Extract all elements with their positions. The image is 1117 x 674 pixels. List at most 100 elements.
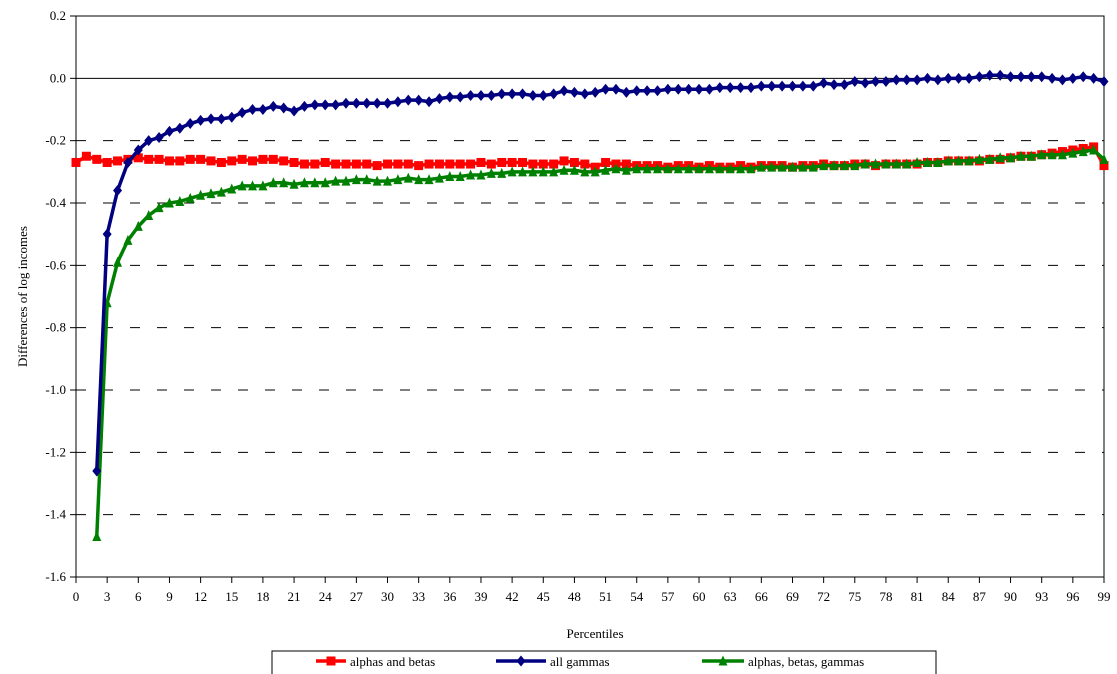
data-point [258,180,268,191]
gridlines [70,15,1105,583]
x-tick-label: 69 [786,589,799,604]
data-point [434,159,444,169]
data-point [652,163,662,174]
data-point [725,163,735,174]
data-point [414,161,424,171]
data-point [81,151,91,161]
data-point [1026,150,1036,161]
x-tick-label: 24 [319,589,333,604]
y-tick-label: -0.6 [45,257,66,272]
data-point [590,166,600,177]
data-point [1037,149,1047,160]
data-point [652,85,662,97]
data-point [113,185,123,197]
data-point [590,86,600,98]
data-point [237,154,247,164]
x-tick-label: 63 [724,589,737,604]
data-point [268,154,278,164]
data-point [154,202,164,213]
data-point [632,85,642,97]
data-point [486,159,496,169]
x-tick-label: 99 [1098,589,1111,604]
legend-label: all gammas [550,654,610,669]
data-point [383,97,393,109]
y-tick-label: -0.8 [45,320,66,335]
data-point [175,195,185,206]
data-point [310,159,320,169]
data-point [819,77,829,89]
x-axis-tick-labels: 0 3 6 9 12 15 18 21 24 27 30 33 36 39 42 45 48 51 54 57 60 63… [73,589,1111,604]
x-tick-label: 87 [973,589,987,604]
data-point [860,77,870,89]
data-point [341,159,351,169]
data-point [528,159,538,169]
data-point [518,88,528,100]
data-point [684,83,694,95]
data-point [673,83,683,95]
data-point [995,152,1005,163]
data-point [164,197,174,208]
data-point [601,157,611,167]
data-point [1099,161,1109,171]
data-point [1057,74,1067,86]
x-tick-label: 57 [661,589,675,604]
data-point [964,72,974,84]
data-point [341,97,351,109]
data-point [860,158,870,169]
data-point [455,159,465,169]
legend-box [271,650,937,674]
data-point [320,157,330,167]
data-point [237,180,247,191]
data-point [486,167,496,178]
plot-area-border [75,15,1105,578]
data-point [621,164,631,175]
data-point [684,163,694,174]
y-axis-tick-labels: 0.2 0.0 -0.2 -0.4 -0.6 -0.8 -1.0 -1.2 -1.4 -1.6 [45,8,66,584]
x-tick-label: 45 [537,589,550,604]
data-point [1099,153,1109,164]
y-tick-label: 0.0 [50,70,66,85]
data-point [445,91,455,103]
data-point [601,164,611,175]
data-point [227,156,237,166]
data-point [704,83,714,95]
x-tick-label: 21 [288,589,301,604]
data-point [455,91,465,103]
data-point [102,228,112,240]
data-point [299,159,309,169]
y-tick-label: -0.2 [45,133,66,148]
data-point [206,156,216,166]
data-point [279,102,289,114]
data-point [746,82,756,94]
data-point [954,155,964,166]
data-point [424,159,434,169]
data-point [393,174,403,185]
series-group [71,69,1109,541]
data-point [902,74,912,86]
y-tick-label: -1.0 [45,382,66,397]
x-tick-label: 84 [942,589,956,604]
data-point [424,96,434,108]
data-point [424,174,434,185]
data-point [144,135,154,147]
data-point [320,99,330,111]
data-point [92,530,102,541]
data-point [549,166,559,177]
data-point [310,99,320,111]
data-point [237,107,247,119]
axes [75,15,1105,578]
data-point [922,156,932,167]
data-point [673,163,683,174]
x-tick-label: 3 [104,589,111,604]
data-point [434,93,444,105]
data-point [777,80,787,92]
data-point [871,75,881,87]
data-point [1047,149,1057,160]
data-point [839,79,849,91]
data-point [985,153,995,164]
data-point [185,118,195,130]
data-point [414,94,424,106]
data-point [476,89,486,101]
data-point [1057,149,1067,160]
